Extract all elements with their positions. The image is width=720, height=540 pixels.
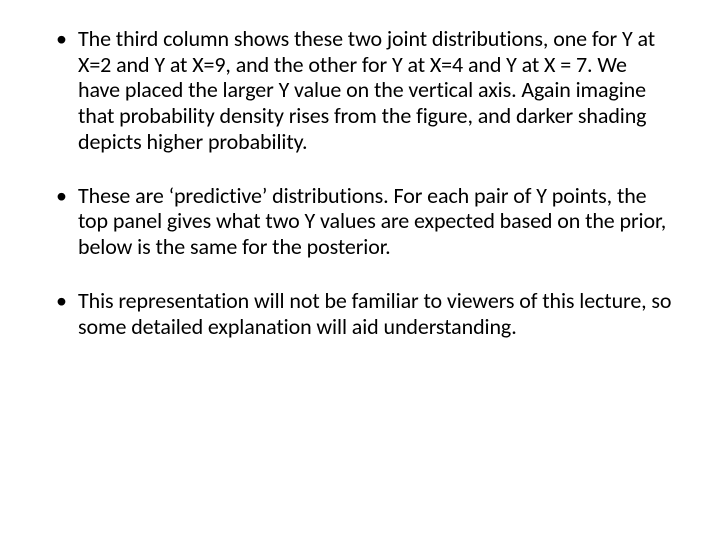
list-item: This representation will not be familiar…: [48, 288, 672, 339]
list-item: These are ‘predictive’ distributions. Fo…: [48, 183, 672, 260]
slide: The third column shows these two joint d…: [0, 0, 720, 540]
bullet-text: The third column shows these two joint d…: [78, 25, 655, 155]
bullet-text: This representation will not be familiar…: [78, 287, 671, 340]
bullet-list: The third column shows these two joint d…: [48, 26, 672, 339]
bullet-text: These are ‘predictive’ distributions. Fo…: [78, 182, 666, 260]
list-item: The third column shows these two joint d…: [48, 26, 672, 155]
